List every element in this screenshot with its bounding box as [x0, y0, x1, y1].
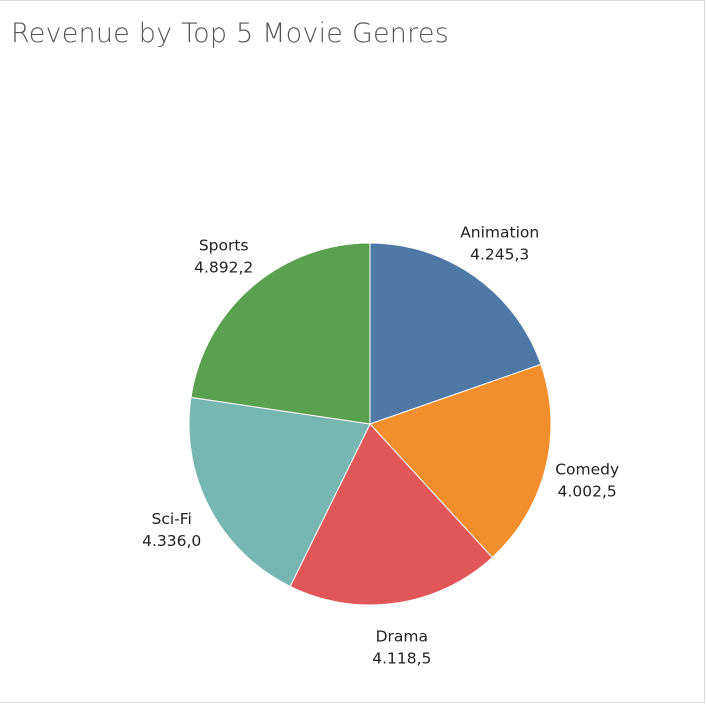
slice-value-comedy: 4.002,5: [558, 483, 617, 501]
pie-slice-comedy[interactable]: [369, 363, 552, 559]
slice-value-sports: 4.892,2: [194, 258, 253, 276]
slice-category-animation: Animation: [460, 223, 539, 241]
pie-slice-sci-fi[interactable]: [188, 396, 371, 588]
slice-category-sci-fi: Sci-Fi: [151, 510, 191, 528]
slice-category-drama: Drama: [376, 628, 428, 646]
pie-slice-animation[interactable]: [369, 242, 542, 425]
slice-value-drama: 4.118,5: [372, 650, 431, 668]
slice-category-comedy: Comedy: [555, 461, 619, 479]
chart-title: Revenue by Top 5 Movie Genres: [11, 18, 449, 49]
pie-slice-sports[interactable]: [190, 242, 371, 425]
slice-label-drama: Drama 4.118,5: [372, 628, 431, 668]
pie-slice-drama[interactable]: [289, 423, 493, 606]
slice-value-sci-fi: 4.336,0: [142, 532, 201, 550]
slice-label-sci-fi: Sci-Fi 4.336,0: [142, 510, 201, 550]
slice-category-sports: Sports: [199, 236, 249, 254]
pie-labels: Animation 4.245,3 Comedy 4.002,5 Drama 4.118,…: [142, 223, 619, 667]
slice-value-animation: 4.245,3: [470, 245, 529, 263]
slice-label-sports: Sports 4.892,2: [194, 236, 253, 276]
slice-label-animation: Animation 4.245,3: [460, 223, 539, 263]
pie-slices: [188, 242, 552, 606]
slice-label-comedy: Comedy 4.002,5: [555, 461, 619, 501]
